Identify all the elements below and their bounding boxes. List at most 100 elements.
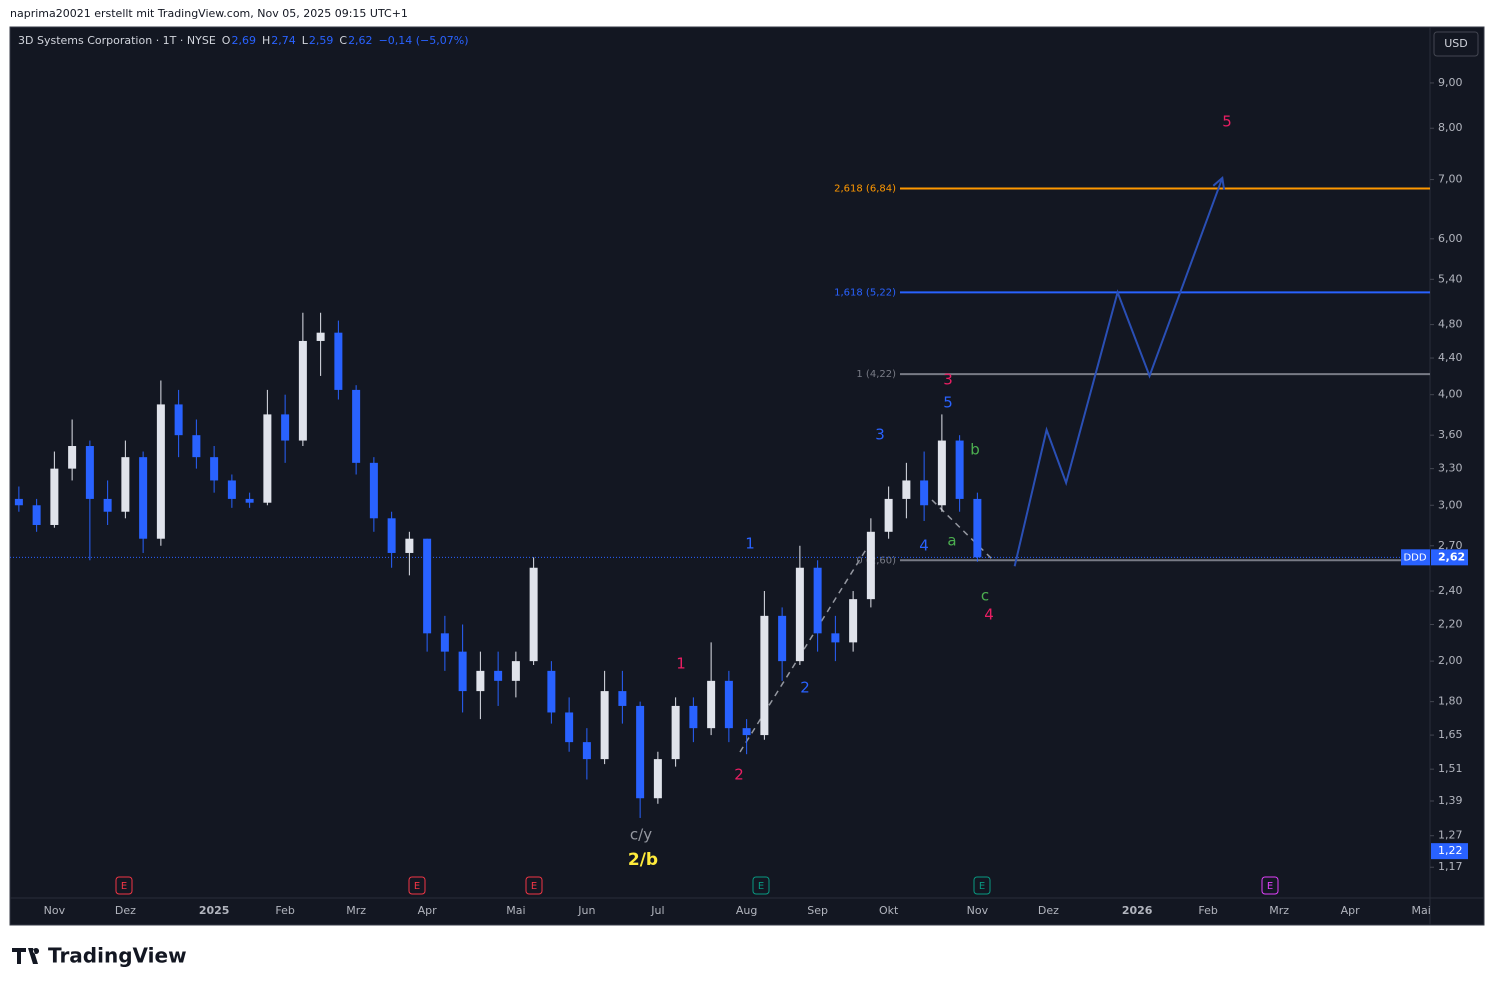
candle-body bbox=[139, 457, 148, 539]
candle-body bbox=[103, 498, 112, 512]
x-tick-label: Mai bbox=[506, 904, 525, 917]
event-marker bbox=[752, 876, 770, 895]
wave-label: 2/b bbox=[628, 850, 658, 870]
candle-body bbox=[920, 480, 929, 506]
y-tick-label: 1,80 bbox=[1438, 695, 1463, 708]
candle-body bbox=[547, 670, 556, 713]
y-tick-label: 5,40 bbox=[1438, 272, 1463, 285]
candle-body bbox=[707, 680, 716, 729]
candle-body bbox=[440, 633, 449, 652]
candle-body bbox=[511, 661, 520, 681]
logo-icon bbox=[12, 948, 40, 964]
candle-body bbox=[494, 670, 503, 681]
legend-value: 2,74 bbox=[271, 34, 296, 47]
wave-label: 2 bbox=[800, 679, 810, 697]
symbol-tag bbox=[1401, 549, 1430, 566]
wave-label: 5 bbox=[943, 394, 953, 412]
legend-key: L bbox=[302, 34, 309, 47]
fib-label: 0 (2,60) bbox=[856, 555, 896, 566]
wave-label: 3 bbox=[943, 371, 953, 389]
candle-body bbox=[671, 705, 680, 760]
legend-key: H bbox=[262, 34, 270, 47]
event-marker bbox=[525, 876, 543, 895]
candle-body bbox=[902, 480, 911, 499]
axis-corner bbox=[1431, 899, 1483, 924]
event-label: E bbox=[121, 881, 127, 892]
x-tick-label: Apr bbox=[1341, 904, 1361, 917]
low-tag bbox=[1431, 843, 1468, 860]
candle-body bbox=[316, 332, 325, 341]
candle-body bbox=[50, 468, 59, 525]
price-axis: 9,00 8,00 7,00 6,00 5,40 4,80 4,40 4,00 3,60 3,30… bbox=[1401, 76, 1468, 873]
candle-body bbox=[742, 728, 751, 736]
candle-body bbox=[849, 599, 858, 643]
event-marker bbox=[1261, 876, 1279, 895]
candle-body bbox=[476, 670, 485, 692]
wave-label: 4 bbox=[919, 537, 929, 555]
legend-key: O bbox=[222, 34, 231, 47]
candle-body bbox=[760, 615, 769, 736]
candle-body bbox=[281, 414, 290, 441]
event-marker bbox=[973, 876, 991, 895]
y-tick-label: 2,70 bbox=[1438, 539, 1463, 552]
candle-body bbox=[955, 440, 964, 499]
y-tick-label: 9,00 bbox=[1438, 76, 1463, 89]
y-tick-label: 1,51 bbox=[1438, 762, 1463, 775]
candle-body bbox=[653, 759, 662, 799]
x-tick-label: Mrz bbox=[1269, 904, 1289, 917]
wave-channel bbox=[739, 539, 873, 753]
wave-label: 2 bbox=[734, 766, 744, 784]
candle-body bbox=[121, 457, 130, 512]
x-tick-label: Dez bbox=[1038, 904, 1059, 917]
wave-label: 1 bbox=[745, 535, 755, 553]
candle-body bbox=[85, 446, 94, 499]
y-tick-label: 8,00 bbox=[1438, 121, 1463, 134]
legend-value: 2,69 bbox=[231, 34, 256, 47]
candle-body bbox=[582, 742, 591, 760]
y-tick-label: 3,60 bbox=[1438, 428, 1463, 441]
event-label: E bbox=[414, 881, 420, 892]
candle-body bbox=[156, 404, 165, 539]
candle-body bbox=[636, 705, 645, 799]
candle-body bbox=[529, 567, 538, 662]
candle-body bbox=[937, 440, 946, 506]
currency[interactable]: USD bbox=[1444, 37, 1468, 50]
event-label: E bbox=[758, 881, 764, 892]
candle-body bbox=[423, 538, 432, 634]
candle-body bbox=[174, 404, 183, 436]
y-tick-label: 7,00 bbox=[1438, 173, 1463, 186]
candle-body bbox=[352, 389, 361, 463]
candle-body bbox=[245, 498, 254, 503]
fib-label: 1 (4,22) bbox=[856, 369, 896, 380]
x-tick-label: Dez bbox=[115, 904, 136, 917]
candle-body bbox=[724, 680, 733, 729]
y-tick-label: 2,20 bbox=[1438, 617, 1463, 630]
candle-body bbox=[831, 633, 840, 643]
ohlc-legend: O 2,69 H 2,74 L 2,59 C 2,62 −0,14 (−5,07%) bbox=[222, 34, 469, 47]
currency-button[interactable] bbox=[1433, 31, 1479, 57]
last-price-label: 2,62 bbox=[1438, 550, 1465, 563]
candle-body bbox=[227, 480, 236, 499]
projection-path bbox=[1013, 177, 1224, 567]
wave-label: 3 bbox=[875, 426, 885, 444]
event-marker bbox=[408, 876, 426, 895]
legend-key: C bbox=[339, 34, 347, 47]
candle-body bbox=[263, 414, 272, 503]
wave-label: c/y bbox=[630, 826, 652, 844]
wave-label: 1 bbox=[676, 655, 686, 673]
candle-body bbox=[600, 691, 609, 760]
wave-label: a bbox=[947, 532, 956, 550]
x-tick-label: 2026 bbox=[1122, 904, 1153, 917]
candle-body bbox=[778, 615, 787, 662]
candle-body bbox=[68, 446, 77, 469]
fib-label: 2,618 (6,84) bbox=[834, 183, 896, 194]
projection-arrowhead bbox=[1212, 175, 1226, 190]
x-tick-label: Nov bbox=[44, 904, 66, 917]
x-tick-label: Feb bbox=[1198, 904, 1217, 917]
candle-body bbox=[973, 498, 982, 558]
x-tick-label: Nov bbox=[967, 904, 989, 917]
candle-body bbox=[866, 531, 875, 600]
candle-body bbox=[298, 340, 307, 441]
candle-body bbox=[334, 332, 343, 390]
